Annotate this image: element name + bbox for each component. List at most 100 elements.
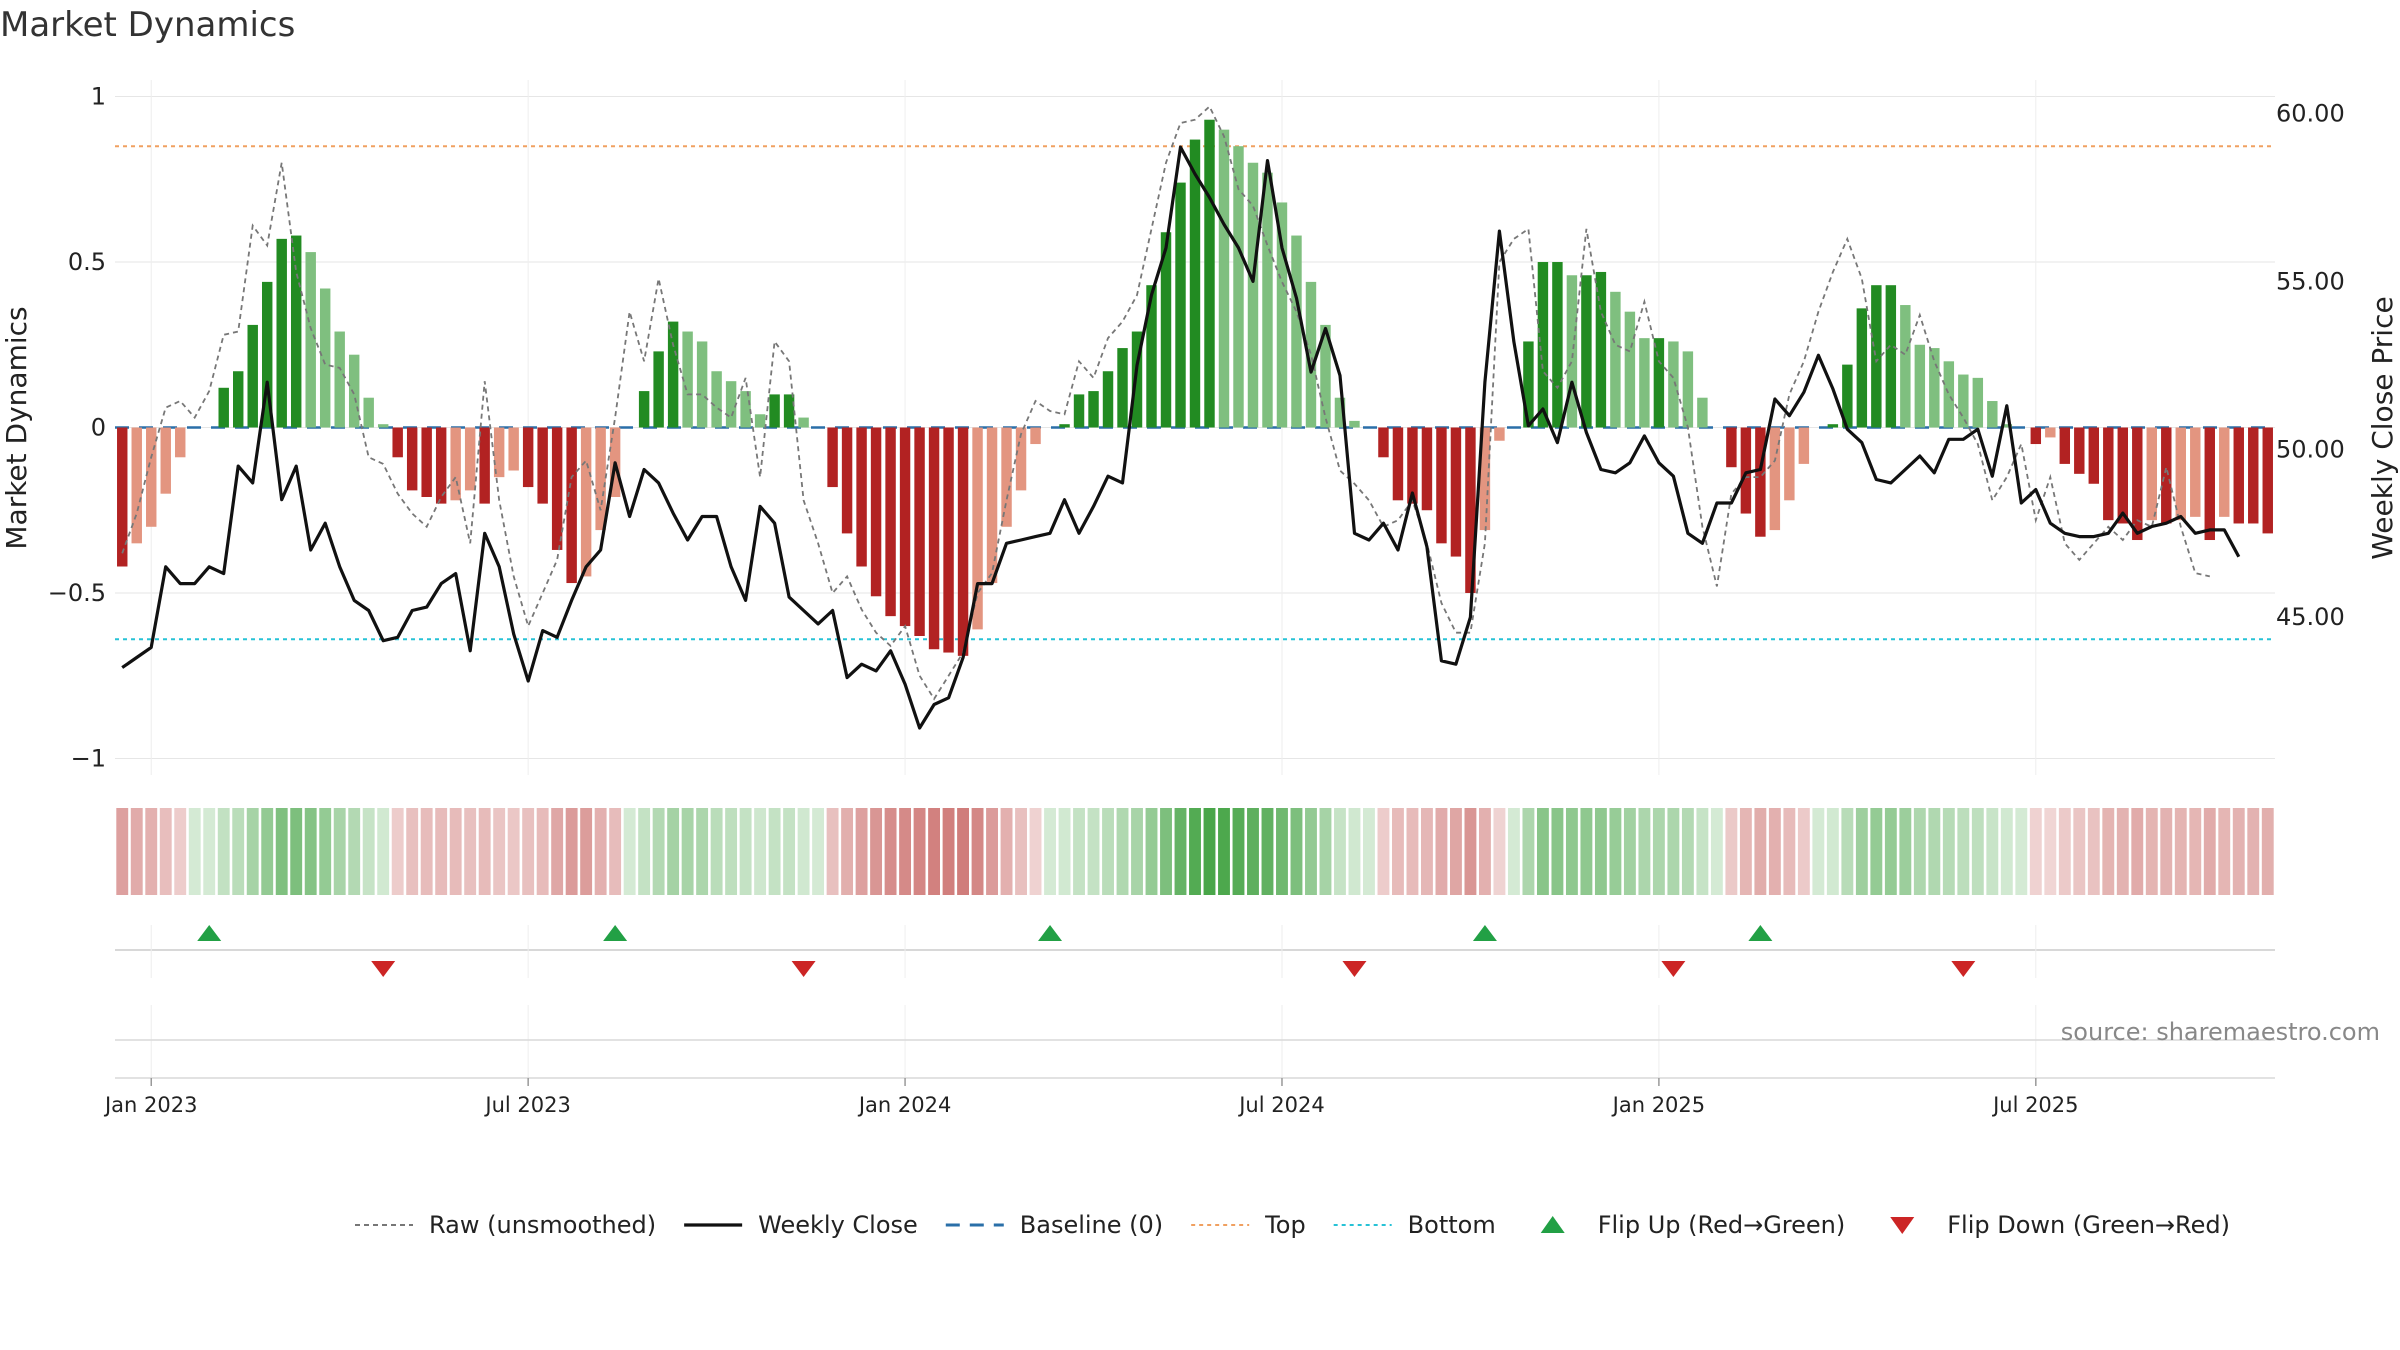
- strip-cell: [1971, 808, 1984, 895]
- strip-cell: [2058, 808, 2071, 895]
- legend: Raw (unsmoothed) Weekly Close Baseline (0)…: [355, 1211, 2230, 1239]
- strip-cell: [696, 808, 709, 895]
- chart-title: Market Dynamics: [0, 5, 295, 45]
- strip-cell: [1377, 808, 1390, 895]
- legend-item-raw: Raw (unsmoothed): [355, 1211, 656, 1239]
- strip-cell: [536, 808, 549, 895]
- dynamics-bar: [1320, 324, 1331, 428]
- dynamics-bar: [711, 371, 722, 428]
- strip-cell: [1478, 808, 1491, 895]
- dynamics-bar: [1262, 172, 1273, 428]
- strip-cell: [1899, 808, 1912, 895]
- strip-cell: [1696, 808, 1709, 895]
- dynamics-bar: [638, 391, 650, 428]
- strip-cell: [812, 808, 825, 895]
- legend-label: Weekly Close: [758, 1211, 918, 1239]
- strip-cell: [1783, 808, 1796, 895]
- dynamics-bar: [508, 427, 519, 471]
- strip-cell: [2131, 808, 2144, 895]
- dynamics-bar: [1972, 377, 1984, 428]
- strip-cell: [2000, 808, 2013, 895]
- dynamics-bar: [175, 427, 186, 458]
- strip-cell: [1160, 808, 1172, 895]
- strip-cell: [986, 808, 998, 895]
- dynamics-bar: [290, 235, 302, 428]
- right-y-tick-label: 50.00: [2276, 435, 2345, 463]
- right-y-tick-label: 45.00: [2276, 603, 2345, 631]
- dynamics-bar: [1595, 271, 1607, 428]
- source-note: source: sharemaestro.com: [2061, 1018, 2380, 1046]
- flip-up-marker: [1038, 925, 1063, 941]
- dynamics-bar: [1943, 361, 1955, 428]
- strip-cell: [1870, 808, 1883, 895]
- left-y-tick-label: 1: [91, 83, 106, 111]
- dynamics-bar: [2219, 427, 2230, 517]
- legend-item-baseline: Baseline (0): [945, 1211, 1163, 1239]
- dynamics-bar: [1653, 338, 1665, 428]
- x-tick-label: Jan 2024: [857, 1093, 952, 1117]
- dynamics-bar: [1827, 424, 1839, 428]
- strip-cell: [130, 808, 143, 895]
- strip-cell: [493, 808, 506, 895]
- strip-cell: [1073, 808, 1085, 895]
- dynamics-bar: [435, 427, 447, 504]
- dynamics-bar: [479, 427, 490, 504]
- dynamics-bar: [870, 427, 882, 597]
- bottom-panel: [115, 1005, 2275, 1079]
- strip-cell: [1449, 808, 1462, 895]
- left-y-tick-label: −0.5: [48, 579, 106, 607]
- dynamics-bar: [348, 354, 360, 428]
- left-y-axis-label: Market Dynamics: [0, 306, 33, 549]
- strip-cell: [319, 808, 332, 895]
- dynamics-bar: [1030, 427, 1041, 445]
- dynamics-bar: [2175, 427, 2186, 521]
- dynamics-bar: [696, 341, 708, 428]
- strip-cell: [1058, 808, 1071, 895]
- legend-item-bottom: Bottom: [1333, 1211, 1496, 1239]
- strip-cell: [942, 808, 955, 895]
- strip-cell: [464, 808, 477, 895]
- dynamics-bar: [1465, 427, 1476, 593]
- strip-cell: [2247, 808, 2260, 895]
- dynamics-bar: [1900, 305, 1911, 428]
- dynamics-bar: [1291, 235, 1302, 428]
- dynamics-bar: [1305, 281, 1317, 428]
- strip-cell: [522, 808, 535, 895]
- dynamics-bar: [1856, 308, 1868, 428]
- strip-cell: [217, 808, 230, 895]
- dynamics-bar: [319, 288, 331, 428]
- strip-cell: [1522, 808, 1535, 895]
- strip-cell: [435, 808, 448, 895]
- dynamics-bar: [551, 427, 563, 550]
- dynamics-bar: [1610, 291, 1621, 428]
- strip-cell: [246, 808, 259, 895]
- dynamics-bar: [522, 427, 534, 488]
- strip-cell: [2189, 808, 2202, 895]
- strip-cell: [232, 808, 245, 895]
- strip-cell: [1435, 808, 1448, 895]
- strip-cell: [1812, 808, 1825, 895]
- flip-down-marker: [791, 961, 816, 977]
- dynamics-bar: [740, 391, 751, 428]
- strip-cell: [913, 808, 926, 895]
- legend-item-close: Weekly Close: [684, 1211, 918, 1239]
- strip-cell: [1189, 808, 1201, 895]
- x-tick-label: Jul 2024: [1237, 1093, 1324, 1117]
- dynamics-bar: [1958, 374, 1969, 428]
- strip-cell: [638, 808, 651, 895]
- dynamics-bar: [1784, 427, 1795, 501]
- dynamics-bar: [247, 324, 258, 428]
- left-y-tick-label: −1: [71, 744, 106, 772]
- dynamics-bar: [1175, 182, 1186, 428]
- strip-cell: [1261, 808, 1274, 895]
- x-tick-label: Jan 2025: [1611, 1093, 1706, 1117]
- strip-cell: [2087, 808, 2100, 895]
- legend-label: Top: [1264, 1211, 1306, 1239]
- dynamics-bar: [1494, 427, 1505, 441]
- x-tick-label: Jul 2025: [1991, 1093, 2078, 1117]
- strip-cell: [899, 808, 912, 895]
- strip-cell: [406, 808, 419, 895]
- legend-label: Baseline (0): [1020, 1211, 1163, 1239]
- flip-up-marker: [1748, 925, 1773, 941]
- dynamics-bar: [2045, 427, 2056, 438]
